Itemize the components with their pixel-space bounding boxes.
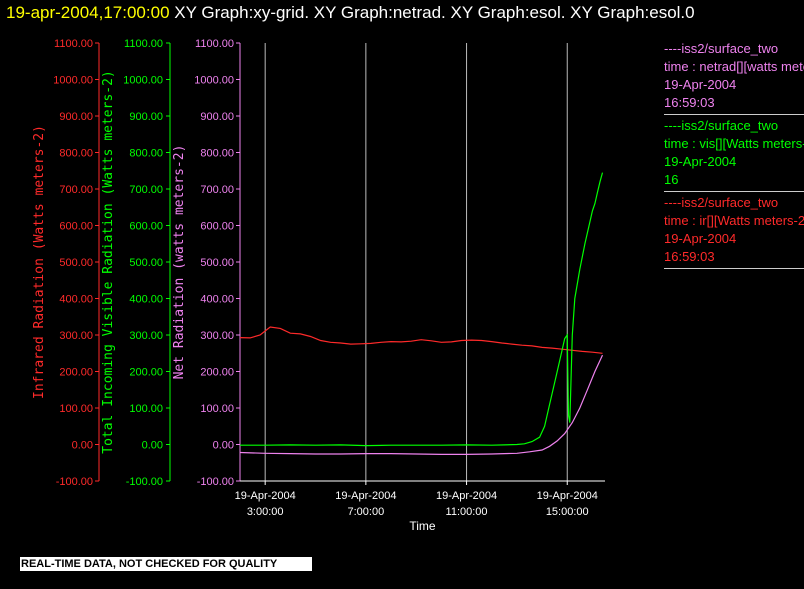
- legend: ----iss2/surface_two time : netrad[][wat…: [664, 40, 804, 271]
- y-tick-label: 800.00: [129, 148, 163, 160]
- y-tick-label: 500.00: [59, 257, 93, 269]
- x-tick-label: 7:00:00: [348, 506, 385, 518]
- y-axis-title: Infrared Radiation (Watts meters-2): [32, 125, 47, 399]
- y-tick-label: 1100.00: [54, 38, 93, 50]
- y-tick-label: -100.00: [126, 476, 163, 488]
- y-tick-label: 0.00: [142, 440, 163, 452]
- legend-time: 16:59:03: [664, 95, 715, 110]
- legend-variable: time : vis[][Watts meters-2]: [664, 136, 804, 151]
- y-tick-label: 200.00: [129, 367, 163, 379]
- y-tick-label: 600.00: [129, 221, 163, 233]
- y-tick-label: 700.00: [200, 184, 234, 196]
- x-tick-label: 19-Apr-2004: [436, 490, 497, 502]
- legend-date: 19-Apr-2004: [664, 154, 737, 169]
- x-tick-label: 15:00:00: [546, 506, 589, 518]
- series-line-ir: [239, 326, 603, 354]
- legend-source: ----iss2/surface_two: [664, 41, 779, 56]
- legend-entry[interactable]: ----iss2/surface_two time : netrad[][wat…: [664, 40, 804, 115]
- legend-variable: time : netrad[][watts meters-2]: [664, 59, 804, 74]
- y-tick-label: 400.00: [200, 294, 234, 306]
- y-tick-label: 400.00: [59, 294, 93, 306]
- legend-time: 16:59:03: [664, 249, 715, 264]
- y-tick-label: 100.00: [59, 403, 93, 415]
- legend-source: ----iss2/surface_two: [664, 118, 779, 133]
- y-tick-label: 1000.00: [53, 75, 93, 87]
- x-tick-label: 11:00:00: [446, 506, 488, 518]
- y-tick-label: 1100.00: [124, 38, 163, 50]
- y-tick-label: 700.00: [59, 184, 93, 196]
- y-tick-label: 300.00: [200, 330, 234, 342]
- y-tick-label: 300.00: [59, 330, 93, 342]
- y-tick-label: -100.00: [56, 476, 93, 488]
- legend-entry[interactable]: ----iss2/surface_two time : vis[][Watts …: [664, 117, 804, 192]
- y-tick-label: 400.00: [129, 294, 163, 306]
- x-tick-label: 19-Apr-2004: [537, 490, 598, 502]
- y-tick-label: 0.00: [213, 440, 234, 452]
- timestamp: 19-apr-2004,17:00:00: [6, 3, 170, 22]
- x-tick-label: 3:00:00: [247, 506, 284, 518]
- y-tick-label: 500.00: [129, 257, 163, 269]
- legend-date: 19-Apr-2004: [664, 231, 737, 246]
- legend-entry[interactable]: ----iss2/surface_two time : ir[][Watts m…: [664, 194, 804, 269]
- y-tick-label: 800.00: [200, 148, 234, 160]
- y-axis-title: Total Incoming Visible Radiation (Watts …: [101, 70, 116, 454]
- y-tick-label: 1000.00: [194, 75, 234, 87]
- y-tick-label: 500.00: [200, 257, 234, 269]
- disclaimer-banner: REAL-TIME DATA, NOT CHECKED FOR QUALITY: [20, 557, 312, 571]
- y-tick-label: 900.00: [59, 111, 93, 123]
- y-tick-label: 0.00: [72, 440, 93, 452]
- y-tick-label: 100.00: [200, 403, 234, 415]
- y-tick-label: 1000.00: [123, 75, 163, 87]
- y-tick-label: 1100.00: [195, 38, 234, 50]
- legend-time: 16: [664, 172, 679, 187]
- y-tick-label: 200.00: [200, 367, 234, 379]
- series-line-vis: [240, 172, 604, 447]
- legend-variable: time : ir[][Watts meters-2]: [664, 213, 804, 228]
- legend-source: ----iss2/surface_two: [664, 195, 779, 210]
- y-tick-label: 800.00: [59, 148, 93, 160]
- y-tick-label: 900.00: [200, 111, 234, 123]
- graph-title: 19-apr-2004,17:00:00 XY Graph:xy-grid. X…: [6, 2, 796, 23]
- y-tick-label: 900.00: [129, 111, 163, 123]
- legend-date: 19-Apr-2004: [664, 77, 737, 92]
- y-tick-label: 200.00: [59, 367, 93, 379]
- x-tick-label: 19-Apr-2004: [335, 490, 396, 502]
- graph-names: XY Graph:xy-grid. XY Graph:netrad. XY Gr…: [169, 3, 695, 22]
- x-tick-label: 19-Apr-2004: [235, 490, 296, 502]
- y-tick-label: 100.00: [129, 403, 163, 415]
- y-tick-label: -100.00: [197, 476, 234, 488]
- y-axis-title: Net Radiation (watts meters-2): [172, 145, 187, 380]
- y-tick-label: 600.00: [59, 221, 93, 233]
- series-line-netrad: [239, 354, 604, 455]
- y-tick-label: 700.00: [129, 184, 163, 196]
- y-tick-label: 600.00: [200, 221, 234, 233]
- x-axis-title: Time: [409, 519, 436, 533]
- y-tick-label: 300.00: [129, 330, 163, 342]
